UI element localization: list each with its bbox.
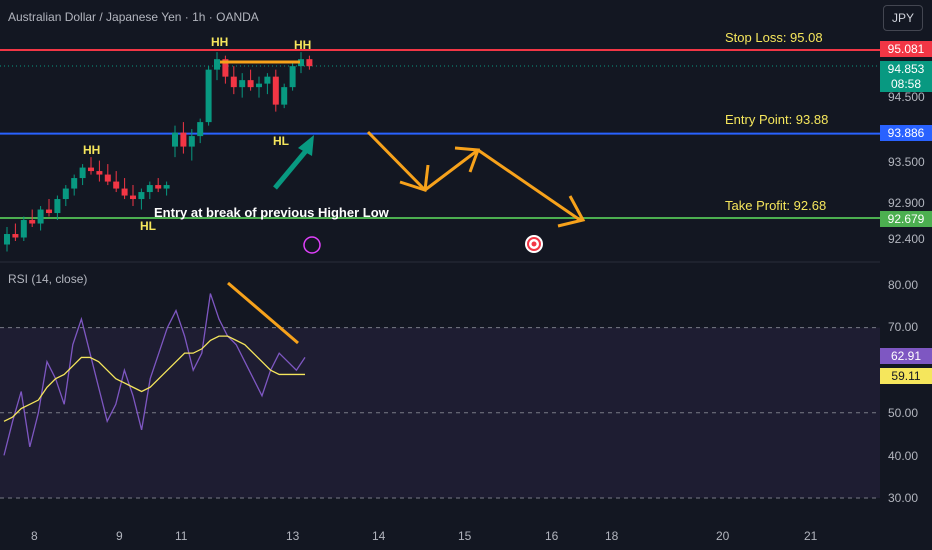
candle-body bbox=[172, 132, 178, 147]
current-price-tag: 94.853 bbox=[880, 61, 932, 77]
currency-button[interactable]: JPY bbox=[883, 5, 923, 31]
rsi-ma-line bbox=[3, 335, 305, 422]
hl-label: HL bbox=[273, 134, 289, 148]
candle-body bbox=[214, 59, 220, 70]
rsi-line bbox=[3, 293, 306, 456]
rsi-value-tag: 62.91 bbox=[880, 348, 932, 364]
rsi-title: RSI (14, close) bbox=[8, 272, 88, 286]
candle-body bbox=[29, 220, 36, 224]
rsi-divergence-line bbox=[227, 281, 299, 345]
candle-body bbox=[71, 178, 78, 189]
candle-body bbox=[130, 195, 136, 200]
arrow-head bbox=[399, 164, 430, 192]
candle-body bbox=[62, 188, 69, 200]
entry-price-tag: 93.886 bbox=[880, 125, 932, 141]
arrow-head bbox=[557, 195, 586, 228]
candle-body bbox=[12, 234, 19, 238]
entry-arrow-head bbox=[298, 135, 314, 156]
x-tick-label: 14 bbox=[372, 529, 386, 543]
candle-body bbox=[197, 122, 204, 137]
take-profit-label: Take Profit: 92.68 bbox=[725, 198, 827, 213]
y-tick-label: 94.500 bbox=[888, 90, 925, 104]
x-tick-label: 8 bbox=[31, 529, 38, 543]
rsi-tick-label: 80.00 bbox=[888, 278, 919, 292]
x-tick-label: 15 bbox=[458, 529, 472, 543]
target-icon-ring bbox=[527, 237, 541, 251]
candle-body bbox=[306, 59, 313, 67]
candle-body bbox=[20, 220, 27, 238]
candle-body bbox=[46, 209, 52, 214]
candle-body bbox=[222, 59, 229, 77]
stop-loss-label: Stop Loss: 95.08 bbox=[725, 30, 823, 45]
candle-body bbox=[138, 192, 145, 200]
candle-body bbox=[155, 185, 162, 189]
rsi-tick-label: 50.00 bbox=[888, 406, 919, 420]
chart-title: Australian Dollar / Japanese Yen · 1h · … bbox=[8, 10, 259, 24]
entry-arrow bbox=[273, 144, 312, 190]
candle-body bbox=[264, 76, 271, 84]
rsi-tick-label: 70.00 bbox=[888, 320, 919, 334]
candle-body bbox=[298, 59, 304, 67]
candle-body bbox=[230, 76, 237, 88]
x-tick-label: 20 bbox=[716, 529, 730, 543]
hh-label: HH bbox=[294, 38, 312, 52]
candle-body bbox=[272, 76, 279, 105]
y-tick-label: 92.900 bbox=[888, 196, 925, 210]
candle-body bbox=[180, 132, 187, 147]
rsi-ma-value-tag: 59.11 bbox=[880, 368, 932, 384]
candle-body bbox=[54, 199, 61, 214]
candle-body bbox=[188, 136, 195, 147]
x-tick-label: 18 bbox=[605, 529, 619, 543]
hl-label: HL bbox=[140, 219, 156, 233]
candle-body bbox=[88, 167, 94, 172]
candle-body bbox=[281, 87, 288, 105]
hh-label: HH bbox=[211, 35, 229, 49]
candle-body bbox=[121, 188, 128, 196]
candle-body bbox=[163, 185, 170, 189]
candle-body bbox=[239, 80, 246, 88]
take-profit-price-tag: 92.679 bbox=[880, 211, 932, 227]
projected-path-arrow bbox=[366, 130, 581, 222]
candle-body bbox=[205, 69, 212, 123]
candle-body bbox=[289, 66, 296, 88]
rsi-tick-label: 30.00 bbox=[888, 491, 919, 505]
x-tick-label: 16 bbox=[545, 529, 559, 543]
arrow-head bbox=[454, 146, 481, 173]
lightning-icon bbox=[303, 236, 321, 254]
candle-body bbox=[113, 181, 120, 189]
x-tick-label: 9 bbox=[116, 529, 123, 543]
x-tick-label: 13 bbox=[286, 529, 300, 543]
rsi-tick-label: 40.00 bbox=[888, 449, 919, 463]
candle-body bbox=[256, 83, 262, 88]
x-tick-label: 21 bbox=[804, 529, 818, 543]
candle-body bbox=[4, 234, 10, 245]
entry-annotation: Entry at break of previous Higher Low bbox=[154, 205, 389, 220]
candle-body bbox=[79, 167, 86, 179]
candle-body bbox=[146, 185, 153, 193]
countdown-tag: 08:58 bbox=[880, 76, 932, 92]
entry-point-label: Entry Point: 93.88 bbox=[725, 112, 829, 127]
target-icon-dot bbox=[531, 241, 537, 247]
y-tick-label: 92.400 bbox=[888, 232, 925, 246]
stop-loss-price-tag: 95.081 bbox=[880, 41, 932, 57]
y-tick-label: 93.500 bbox=[888, 155, 925, 169]
candle-body bbox=[104, 174, 111, 182]
candle-body bbox=[96, 171, 103, 175]
x-tick-label: 11 bbox=[175, 529, 188, 543]
hh-label: HH bbox=[83, 143, 101, 157]
candle-body bbox=[37, 209, 44, 224]
candle-body bbox=[247, 80, 254, 88]
